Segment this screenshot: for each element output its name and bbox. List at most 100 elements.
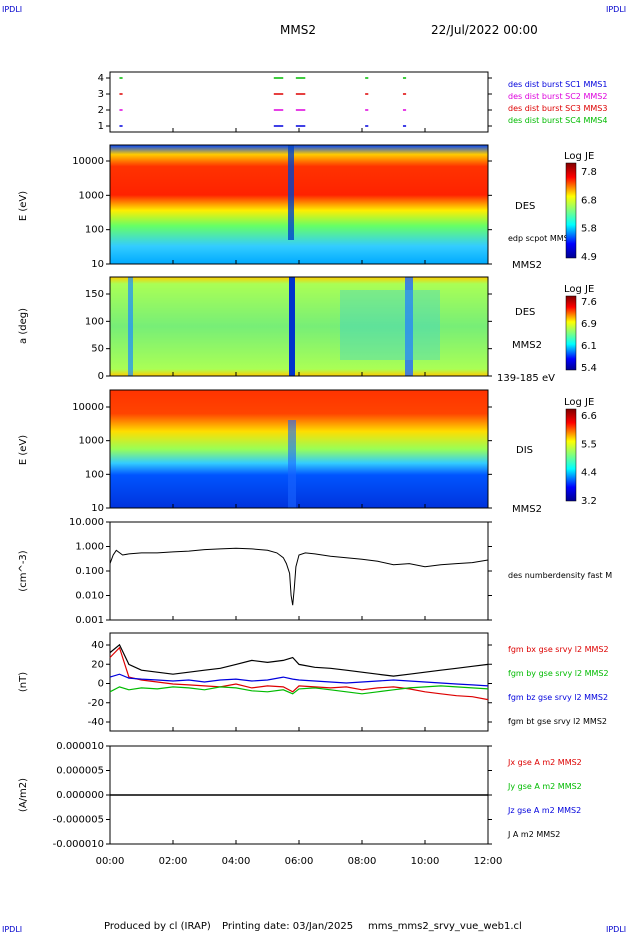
- dis-energy-ylabel: E (eV): [18, 435, 29, 465]
- des-pitch-y-ticks: 150 100 50 0: [85, 289, 492, 382]
- des-pitch-colorbar: [565, 295, 577, 371]
- time-axis: 00:00 02:00 04:00 06:00 08:00 10:00 12:00: [96, 128, 503, 867]
- des-energy-y-tick-label: 1000: [79, 190, 104, 201]
- burst-y-tick-label: 2: [98, 105, 104, 116]
- des-energy-colorbar-tick: 4.9: [581, 252, 597, 263]
- x-tick-label: 06:00: [285, 856, 314, 867]
- des-energy-sublabel: edp scpot MMS2: [508, 234, 574, 243]
- x-tick-label: 04:00: [222, 856, 251, 867]
- x-tick-label: 12:00: [474, 856, 503, 867]
- bfield-ylabel: (nT): [18, 672, 29, 692]
- density-legend: des numberdensity fast M: [508, 571, 612, 580]
- density-y-ticks: 10.000 1.000 0.100 0.010 0.001: [69, 517, 492, 626]
- des-energy-y-ticks: 10000 1000 100 10: [72, 156, 492, 270]
- current-y-tick-label: -0.000010: [53, 839, 104, 850]
- dis-energy-spacecraft: MMS2: [512, 504, 542, 515]
- des-energy-colorbar-tick: 5.8: [581, 224, 597, 235]
- panel-magnetic-field: (nT) 40 20 0 -20 -40 fgm bx gse srvy l2 MMS2…: [18, 632, 609, 732]
- by-line: [109, 685, 489, 695]
- datetime-label: 22/Jul/2022 00:00: [431, 23, 538, 37]
- bfield-legend-entry: fgm bx gse srvy l2 MMS2: [508, 645, 609, 654]
- des-pitch-y-tick-label: 50: [91, 344, 104, 355]
- burst-legend-entry: des dist burst SC3 MMS3: [508, 104, 607, 113]
- footer-filename: mms_mms2_srvy_vue_web1.cl: [368, 921, 522, 932]
- current-y-tick-label: 0.000000: [56, 790, 104, 801]
- burst-legend: des dist burst SC1 MMS1 des dist burst SC…: [508, 80, 607, 125]
- dis-energy-colorbar: [565, 408, 577, 502]
- des-pitch-colorbar-tick: 6.1: [581, 341, 597, 352]
- bfield-y-tick-label: 20: [91, 659, 104, 670]
- bfield-legend-entry: fgm bt gse srvy l2 MMS2: [508, 717, 607, 726]
- dis-energy-colorbar-ticks: 6.6 5.5 4.4 3.2: [581, 411, 597, 507]
- current-legend-entry: J A m2 MMS2: [507, 830, 560, 839]
- des-pitch-colorbar-tick: 7.6: [581, 297, 597, 308]
- des-pitch-ylabel: a (deg): [18, 308, 29, 344]
- current-y-tick-label: -0.000005: [53, 815, 104, 826]
- density-y-tick-label: 1.000: [75, 542, 104, 553]
- dis-energy-colorbar-tick: 6.6: [581, 411, 597, 422]
- burst-legend-entry: des dist burst SC4 MMS4: [508, 116, 607, 125]
- bfield-y-ticks: 40 20 0 -20 -40: [88, 640, 492, 728]
- footer-produced-by: Produced by cl (IRAP): [104, 921, 211, 932]
- burst-y-tick-label: 3: [98, 89, 104, 100]
- burst-y-tick-label: 4: [98, 73, 104, 84]
- x-tick-label: 10:00: [411, 856, 440, 867]
- bfield-lines: [109, 643, 489, 701]
- des-pitch-band-3: [405, 277, 413, 376]
- dis-energy-label: DIS: [516, 445, 533, 456]
- panel-des-energy: E (eV) 10000 1000 100 10 DES edp scpot MMS2…: [18, 144, 597, 271]
- bfield-legend-entry: fgm by gse srvy l2 MMS2: [508, 669, 609, 678]
- des-energy-y-tick-label: 10000: [72, 156, 104, 167]
- density-series-line: [109, 547, 489, 606]
- density-ylabel: (cm^-3): [18, 550, 29, 591]
- current-y-tick-label: 0.000005: [56, 766, 104, 777]
- des-pitch-band-1: [128, 277, 133, 376]
- density-line: [109, 547, 489, 606]
- bx-line: [109, 646, 489, 701]
- des-energy-colorbar: [565, 162, 577, 259]
- des-pitch-colorbar-ticks: 7.6 6.9 6.1 5.4: [581, 297, 597, 374]
- right-tag: IPDLI: [606, 5, 626, 14]
- burst-legend-entry: des dist burst SC1 MMS1: [508, 80, 607, 89]
- bt-line: [109, 643, 489, 677]
- x-tick-label: 08:00: [348, 856, 377, 867]
- bottom-right-tag: IPDLI: [606, 925, 626, 934]
- density-frame: [109, 521, 489, 621]
- page-title: MMS2: [280, 23, 316, 37]
- panel-density: (cm^-3) 10.000 1.000 0.100 0.010 0.001 des n…: [18, 517, 612, 626]
- des-pitch-y-tick-label: 150: [85, 289, 104, 300]
- current-legend-entry: Jz gse A m2 MMS2: [507, 806, 581, 815]
- density-y-tick-label: 0.010: [75, 591, 104, 602]
- left-tag: IPDLI: [2, 5, 22, 14]
- bfield-y-tick-label: -40: [88, 717, 104, 728]
- des-pitch-band-4: [340, 290, 440, 360]
- des-energy-y-tick-label: 10: [91, 259, 104, 270]
- des-energy-label: DES: [515, 201, 535, 212]
- current-ylabel: (A/m2): [18, 778, 29, 812]
- des-pitch-colorbar-title: Log JE: [564, 284, 594, 295]
- current-y-ticks: 0.000010 0.000005 0.000000 -0.000005 -0.0000…: [53, 741, 492, 850]
- burst-y-ticks: 4 3 2 1: [98, 73, 492, 132]
- bfield-legend: fgm bx gse srvy l2 MMS2 fgm by gse srvy l…: [508, 645, 609, 726]
- des-energy-gap: [288, 145, 294, 240]
- bfield-y-tick-label: -20: [88, 698, 104, 709]
- footer-printing-date: Printing date: 03/Jan/2025: [222, 921, 353, 932]
- dis-energy-y-ticks: 10000 1000 100 10: [72, 402, 492, 514]
- current-y-tick-label: 0.000010: [56, 741, 104, 752]
- dis-energy-colorbar-tick: 5.5: [581, 439, 597, 450]
- des-energy-colorbar-tick: 6.8: [581, 195, 597, 206]
- des-energy-spectrogram: [110, 145, 488, 264]
- current-legend-entry: Jx gse A m2 MMS2: [507, 758, 582, 767]
- des-pitch-y-tick-label: 0: [98, 371, 104, 382]
- dis-energy-spectrogram: [110, 390, 488, 508]
- density-y-tick-label: 0.001: [75, 615, 104, 626]
- bottom-left-tag: IPDLI: [2, 925, 22, 934]
- bz-line: [109, 673, 489, 687]
- des-pitch-band-2: [289, 277, 295, 376]
- current-legend-entry: Jy gse A m2 MMS2: [507, 782, 582, 791]
- dis-energy-y-tick-label: 10000: [72, 402, 104, 413]
- dis-energy-gap: [288, 420, 296, 508]
- des-pitch-spacecraft: MMS2: [512, 340, 542, 351]
